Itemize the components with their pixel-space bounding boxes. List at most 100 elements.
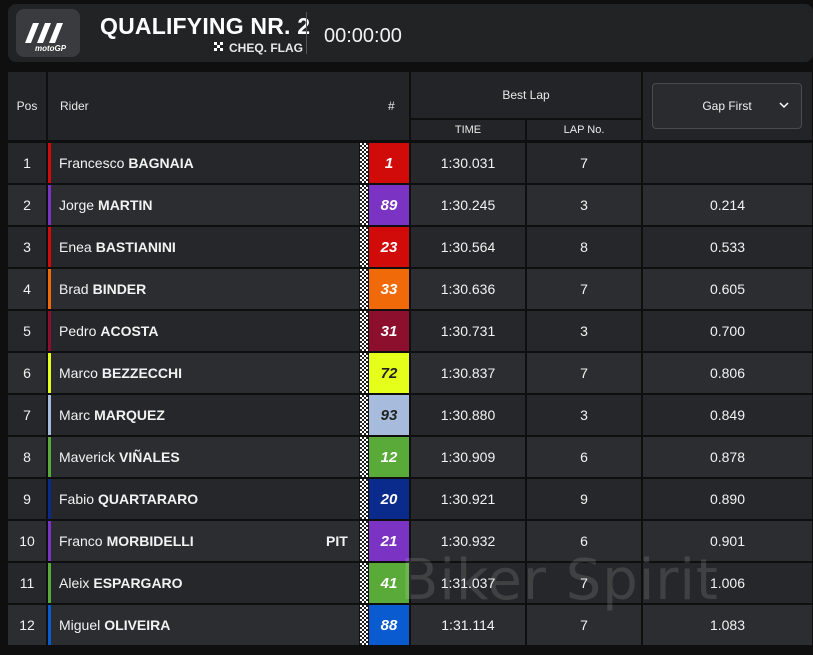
- best-lap-number: 3: [527, 311, 641, 351]
- chequered-flag-icon: [360, 311, 368, 351]
- motogp-logo: motoGP: [16, 9, 80, 57]
- row-position: 4: [8, 269, 46, 309]
- rider-last-name: BAGNAIA: [128, 155, 194, 171]
- best-lap-time: 1:30.564: [411, 227, 525, 267]
- table-row[interactable]: 4 Brad BINDER 33 1:30.636 7 0.605: [8, 269, 812, 309]
- team-color-bar: [48, 269, 51, 309]
- best-lap-number: 7: [527, 563, 641, 603]
- gap-first: 0.849: [643, 395, 812, 435]
- row-position: 5: [8, 311, 46, 351]
- table-row[interactable]: 1 Francesco BAGNAIA 1 1:30.031 7: [8, 143, 812, 183]
- rider-first-name: Miguel: [59, 617, 101, 633]
- gap-mode-label: Gap First: [702, 99, 752, 113]
- best-lap-time: 1:30.245: [411, 185, 525, 225]
- best-lap-time: 1:31.114: [411, 605, 525, 645]
- best-lap-time: 1:30.909: [411, 437, 525, 477]
- row-rider: Miguel OLIVEIRA: [48, 605, 359, 645]
- rider-last-name: BEZZECCHI: [101, 365, 183, 381]
- team-color-bar: [48, 563, 51, 603]
- row-rider: Aleix ESPARGARO: [48, 563, 359, 603]
- rider-first-name: Pedro: [59, 323, 97, 339]
- chequered-flag-icon: [360, 563, 368, 603]
- table-row[interactable]: 11 Aleix ESPARGARO 41 1:31.037 7 1.006: [8, 563, 812, 603]
- pit-badge: PIT: [326, 533, 348, 549]
- rider-number-badge: 88: [369, 605, 409, 645]
- rider-first-name: Jorge: [59, 197, 95, 213]
- rider-first-name: Brad: [59, 281, 89, 297]
- table-row[interactable]: 6 Marco BEZZECCHI 72 1:30.837 7 0.806: [8, 353, 812, 393]
- rider-last-name: BINDER: [92, 281, 147, 297]
- rider-number-badge: 21: [369, 521, 409, 561]
- row-position: 2: [8, 185, 46, 225]
- row-rider: Francesco BAGNAIA: [48, 143, 359, 183]
- chequered-flag-icon: [360, 605, 368, 645]
- rider-first-name: Francesco: [59, 155, 125, 171]
- rider-first-name: Maverick: [59, 449, 116, 465]
- col-header-pos: Pos: [8, 72, 46, 140]
- chequered-flag-icon: [360, 521, 368, 561]
- session-header: motoGP QUALIFYING NR. 2 CHEQ. FLAG 00:00…: [8, 4, 813, 62]
- row-rider: Enea BASTIANINI: [48, 227, 359, 267]
- col-header-rider: Rider #: [48, 72, 409, 140]
- table-row[interactable]: 8 Maverick VIÑALES 12 1:30.909 6 0.878: [8, 437, 812, 477]
- rider-number-badge: 72: [369, 353, 409, 393]
- table-row[interactable]: 7 Marc MARQUEZ 93 1:30.880 3 0.849: [8, 395, 812, 435]
- table-row[interactable]: 5 Pedro ACOSTA 31 1:30.731 3 0.700: [8, 311, 812, 351]
- row-position: 12: [8, 605, 46, 645]
- gap-first: [643, 143, 812, 183]
- col-header-time: TIME: [411, 120, 525, 140]
- best-lap-time: 1:30.921: [411, 479, 525, 519]
- gap-first: 1.083: [643, 605, 812, 645]
- best-lap-time: 1:30.880: [411, 395, 525, 435]
- team-color-bar: [48, 479, 51, 519]
- chequered-flag-icon: [360, 479, 368, 519]
- table-row[interactable]: 2 Jorge MARTIN 89 1:30.245 3 0.214: [8, 185, 812, 225]
- row-position: 6: [8, 353, 46, 393]
- rider-first-name: Fabio: [59, 491, 95, 507]
- session-status: CHEQ. FLAG: [214, 41, 303, 55]
- row-position: 11: [8, 563, 46, 603]
- team-color-bar: [48, 185, 51, 225]
- row-position: 9: [8, 479, 46, 519]
- row-rider: Jorge MARTIN: [48, 185, 359, 225]
- best-lap-time: 1:30.731: [411, 311, 525, 351]
- best-lap-time: 1:30.932: [411, 521, 525, 561]
- rider-last-name: OLIVEIRA: [104, 617, 171, 633]
- rider-first-name: Marc: [59, 407, 91, 423]
- table-row[interactable]: 12 Miguel OLIVEIRA 88 1:31.114 7 1.083: [8, 605, 812, 645]
- chequered-flag-icon: [214, 41, 224, 55]
- rider-last-name: VIÑALES: [119, 449, 180, 465]
- gap-first: 0.806: [643, 353, 812, 393]
- rider-last-name: QUARTARARO: [98, 491, 199, 507]
- rider-last-name: MARQUEZ: [94, 407, 165, 423]
- table-row[interactable]: 3 Enea BASTIANINI 23 1:30.564 8 0.533: [8, 227, 812, 267]
- team-color-bar: [48, 521, 51, 561]
- table-row[interactable]: 9 Fabio QUARTARARO 20 1:30.921 9 0.890: [8, 479, 812, 519]
- chequered-flag-icon: [360, 143, 368, 183]
- gap-mode-select[interactable]: Gap First: [652, 83, 802, 129]
- col-header-best-lap: Best Lap: [411, 72, 641, 118]
- gap-first: 0.700: [643, 311, 812, 351]
- best-lap-number: 8: [527, 227, 641, 267]
- gap-first: 0.605: [643, 269, 812, 309]
- chequered-flag-icon: [360, 185, 368, 225]
- best-lap-number: 7: [527, 143, 641, 183]
- row-rider: Franco MORBIDELLI PIT: [48, 521, 359, 561]
- team-color-bar: [48, 605, 51, 645]
- col-header-lap-no: LAP No.: [527, 120, 641, 140]
- chevron-down-icon: [779, 99, 789, 113]
- best-lap-number: 7: [527, 269, 641, 309]
- rider-last-name: MARTIN: [98, 197, 153, 213]
- rider-number-badge: 93: [369, 395, 409, 435]
- table-row[interactable]: 10 Franco MORBIDELLI PIT 21 1:30.932 6 0.901: [8, 521, 812, 561]
- rider-number-badge: 41: [369, 563, 409, 603]
- best-lap-number: 3: [527, 395, 641, 435]
- row-rider: Pedro ACOSTA: [48, 311, 359, 351]
- chequered-flag-icon: [360, 437, 368, 477]
- gap-first: 0.901: [643, 521, 812, 561]
- gap-first: 0.878: [643, 437, 812, 477]
- best-lap-time: 1:30.031: [411, 143, 525, 183]
- row-rider: Marc MARQUEZ: [48, 395, 359, 435]
- team-color-bar: [48, 227, 51, 267]
- col-header-number: #: [388, 99, 395, 113]
